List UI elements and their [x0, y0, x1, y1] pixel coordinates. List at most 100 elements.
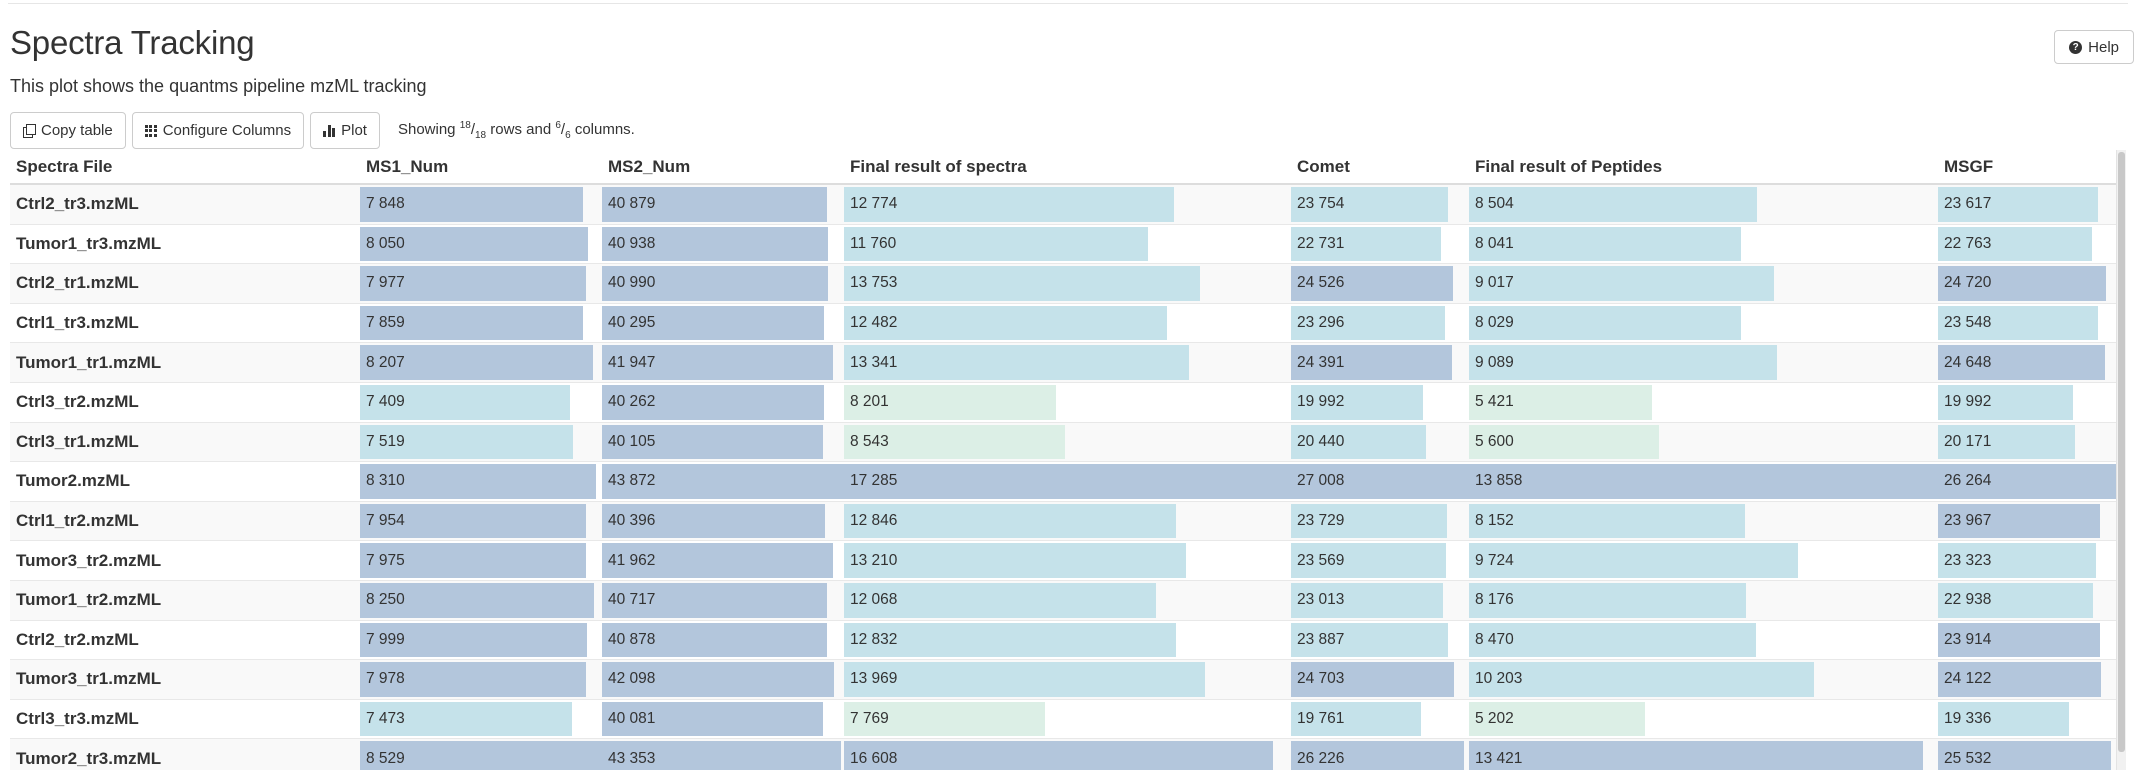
column-header-comet[interactable]: Comet [1291, 150, 1469, 185]
value-text: 5 202 [1475, 710, 1514, 728]
value-cell: 13 341 [844, 342, 1291, 383]
value-cell: 23 013 [1291, 579, 1469, 621]
configure-columns-button[interactable]: Configure Columns [131, 112, 305, 149]
value-text: 40 262 [608, 393, 656, 411]
spectra-file-cell: Tumor3_tr1.mzML [10, 659, 360, 700]
value-bar [602, 701, 824, 737]
value-bar [1291, 464, 1469, 499]
value-text: 8 050 [366, 234, 405, 252]
value-cell: 23 887 [1291, 619, 1469, 660]
help-button[interactable]: ? Help [2054, 30, 2134, 64]
value-text: 23 548 [1944, 314, 1992, 332]
value-text: 40 396 [608, 512, 656, 530]
value-text: 8 504 [1475, 195, 1514, 213]
column-header-ms2-num[interactable]: MS2_Num [602, 150, 844, 185]
value-text: 24 391 [1297, 353, 1345, 371]
value-bar [844, 622, 1176, 658]
value-text: 22 938 [1944, 591, 1992, 609]
value-bar [602, 622, 828, 658]
value-bar [1291, 187, 1448, 222]
value-text: 24 720 [1944, 274, 1992, 292]
value-cell: 8 529 [360, 738, 602, 770]
value-cell: 5 421 [1469, 381, 1938, 423]
scrollbar-thumb[interactable] [2118, 152, 2125, 752]
table-row: Ctrl3_tr2.mzML 7 409 40 262 8 201 19 992 5 42… [10, 381, 2116, 423]
value-bar [844, 266, 1200, 301]
spectra-file-cell: Ctrl2_tr1.mzML [10, 263, 360, 304]
value-bar [602, 305, 825, 341]
value-text: 7 519 [366, 432, 405, 450]
value-bar [844, 543, 1186, 578]
spectra-table-container[interactable]: Spectra File MS1_Num MS2_Num Final resul… [10, 150, 2126, 770]
value-bar [1938, 741, 2112, 770]
value-bar [1469, 305, 1741, 341]
value-bar [602, 424, 824, 460]
value-text: 25 532 [1944, 749, 1992, 767]
value-cell: 43 353 [602, 738, 844, 770]
value-bar [844, 226, 1149, 262]
value-cell: 26 264 [1938, 461, 2116, 502]
value-cell: 43 872 [602, 461, 844, 502]
value-bar [360, 701, 573, 737]
value-bar [1291, 345, 1452, 380]
value-text: 42 098 [608, 670, 656, 688]
value-bar [1469, 187, 1757, 222]
value-bar [360, 266, 587, 301]
value-bar [1291, 384, 1423, 420]
value-bar [360, 464, 596, 499]
value-bar [844, 582, 1157, 618]
value-cell: 7 519 [360, 421, 602, 462]
value-text: 7 977 [366, 274, 405, 292]
column-header-final-spectra[interactable]: Final result of spectra [844, 150, 1291, 185]
value-text: 23 914 [1944, 630, 1992, 648]
value-bar [602, 384, 825, 420]
value-cell: 7 975 [360, 540, 602, 581]
value-bar [602, 662, 835, 697]
value-text: 20 440 [1297, 432, 1345, 450]
value-cell: 40 396 [602, 500, 844, 541]
spectra-file-cell: Ctrl2_tr3.mzML [10, 183, 360, 225]
column-header-ms1-num[interactable]: MS1_Num [360, 150, 602, 185]
value-bar [844, 464, 1291, 499]
value-cell: 23 729 [1291, 500, 1469, 541]
spectra-file-cell: Tumor1_tr3.mzML [10, 223, 360, 264]
spectra-file-cell: Tumor3_tr2.mzML [10, 540, 360, 581]
value-text: 9 724 [1475, 551, 1514, 569]
value-bar [844, 662, 1206, 697]
vertical-scrollbar[interactable] [2116, 150, 2126, 770]
table-body: Ctrl2_tr3.mzML 7 848 40 879 12 774 23 754 8 5… [10, 183, 2116, 770]
value-cell: 8 207 [360, 342, 602, 383]
value-cell: 40 879 [602, 183, 844, 225]
value-text: 19 992 [1297, 393, 1345, 411]
value-text: 23 754 [1297, 195, 1345, 213]
column-header-final-peptides[interactable]: Final result of Peptides [1469, 150, 1938, 185]
value-cell: 22 938 [1938, 579, 2116, 621]
value-text: 7 859 [366, 314, 405, 332]
value-text: 7 954 [366, 512, 405, 530]
value-bar [602, 464, 844, 499]
copy-table-button[interactable]: Copy table [10, 112, 126, 149]
value-cell: 40 990 [602, 263, 844, 304]
value-cell: 20 171 [1938, 421, 2116, 462]
value-bar [1938, 464, 2116, 499]
value-bar [844, 345, 1189, 380]
value-text: 7 978 [366, 670, 405, 688]
value-text: 11 760 [850, 234, 897, 252]
value-cell: 41 962 [602, 540, 844, 581]
value-bar [1469, 662, 1815, 697]
value-bar [1291, 266, 1453, 301]
value-bar [844, 503, 1177, 539]
value-cell: 23 323 [1938, 540, 2116, 581]
table-row: Tumor2.mzML 8 310 43 872 17 285 27 008 13 858… [10, 461, 2116, 502]
value-bar [1469, 701, 1646, 737]
plot-button[interactable]: Plot [310, 112, 380, 149]
value-text: 8 470 [1475, 630, 1514, 648]
value-text: 12 068 [850, 591, 898, 609]
column-header-spectra-file[interactable]: Spectra File [10, 150, 360, 185]
value-bar [1291, 582, 1443, 618]
page-title: Spectra Tracking [10, 24, 255, 61]
grid-icon [144, 124, 157, 137]
value-cell: 22 731 [1291, 223, 1469, 264]
value-cell: 7 409 [360, 381, 602, 423]
column-header-msgf[interactable]: MSGF [1938, 150, 2116, 185]
